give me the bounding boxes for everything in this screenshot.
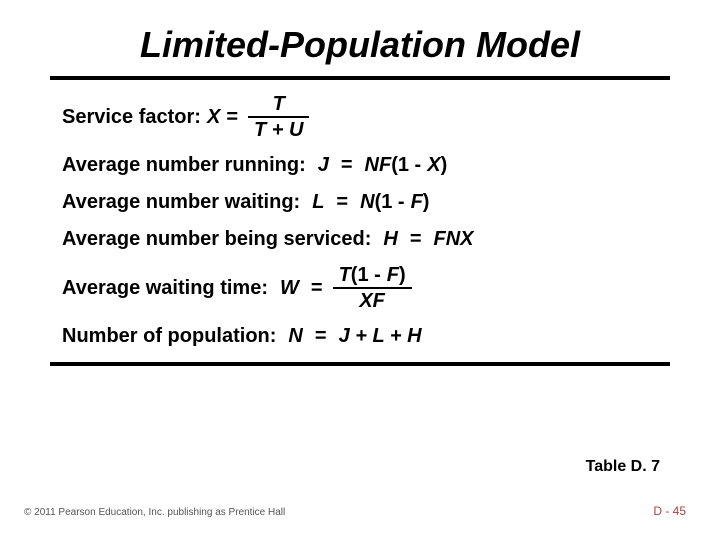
line-population: Number of population: N = J + L + H [62, 325, 658, 348]
wt-num-a: T [339, 264, 351, 286]
line-waiting: Average number waiting: L = N (1 - F ) [62, 191, 658, 214]
slide: Limited-Population Model Service factor:… [0, 0, 720, 540]
wt-fraction: T(1 - F) XF [333, 265, 412, 311]
run-rhs-b: (1 - [391, 154, 421, 177]
wait-eq: = [336, 191, 348, 214]
serv-var: H [383, 228, 397, 251]
sf-label: Service factor: [62, 106, 201, 129]
wait-rhs-a: N [360, 191, 374, 214]
wt-num: T(1 - F) [333, 265, 412, 287]
wait-label: Average number waiting: [62, 191, 300, 214]
wait-rhs-d: ) [423, 191, 430, 214]
sf-eq: = [226, 106, 238, 129]
table-reference: Table D. 7 [586, 458, 660, 476]
sf-den: T + U [248, 118, 309, 140]
wt-num-d: ) [399, 264, 406, 286]
line-service-factor: Service factor: X = T T + U [62, 94, 658, 140]
wt-var: W [280, 277, 299, 300]
line-running: Average number running: J = NF (1 - X ) [62, 154, 658, 177]
sf-num: T [267, 94, 291, 116]
wt-eq: = [311, 277, 323, 300]
wt-num-c: F [387, 264, 399, 286]
run-rhs-d: ) [441, 154, 448, 177]
wt-num-b: (1 - [351, 264, 381, 286]
slide-title: Limited-Population Model [50, 24, 670, 66]
run-rhs-c: X [427, 154, 440, 177]
serv-label: Average number being serviced: [62, 228, 371, 251]
slide-body: Service factor: X = T T + U Average numb… [50, 80, 670, 348]
wt-den: XF [353, 289, 391, 311]
run-rhs-a: NF [365, 154, 392, 177]
run-label: Average number running: [62, 154, 306, 177]
wait-rhs-b: (1 - [375, 191, 405, 214]
pop-label: Number of population: [62, 325, 276, 348]
copyright-text: © 2011 Pearson Education, Inc. publishin… [24, 507, 285, 518]
line-waiting-time: Average waiting time: W = T(1 - F) XF [62, 265, 658, 311]
wt-label: Average waiting time: [62, 277, 268, 300]
bottom-rule [50, 362, 670, 366]
serv-eq: = [410, 228, 422, 251]
wait-rhs-c: F [411, 191, 423, 214]
serv-rhs: FNX [434, 228, 474, 251]
page-number: D - 45 [653, 504, 686, 518]
wait-var: L [312, 191, 324, 214]
pop-rhs: J + L + H [339, 325, 422, 348]
run-var: J [318, 154, 329, 177]
line-serviced: Average number being serviced: H = FNX [62, 228, 658, 251]
pop-var: N [288, 325, 302, 348]
pop-eq: = [315, 325, 327, 348]
sf-fraction: T T + U [248, 94, 309, 140]
sf-var: X [207, 106, 220, 129]
run-eq: = [341, 154, 353, 177]
